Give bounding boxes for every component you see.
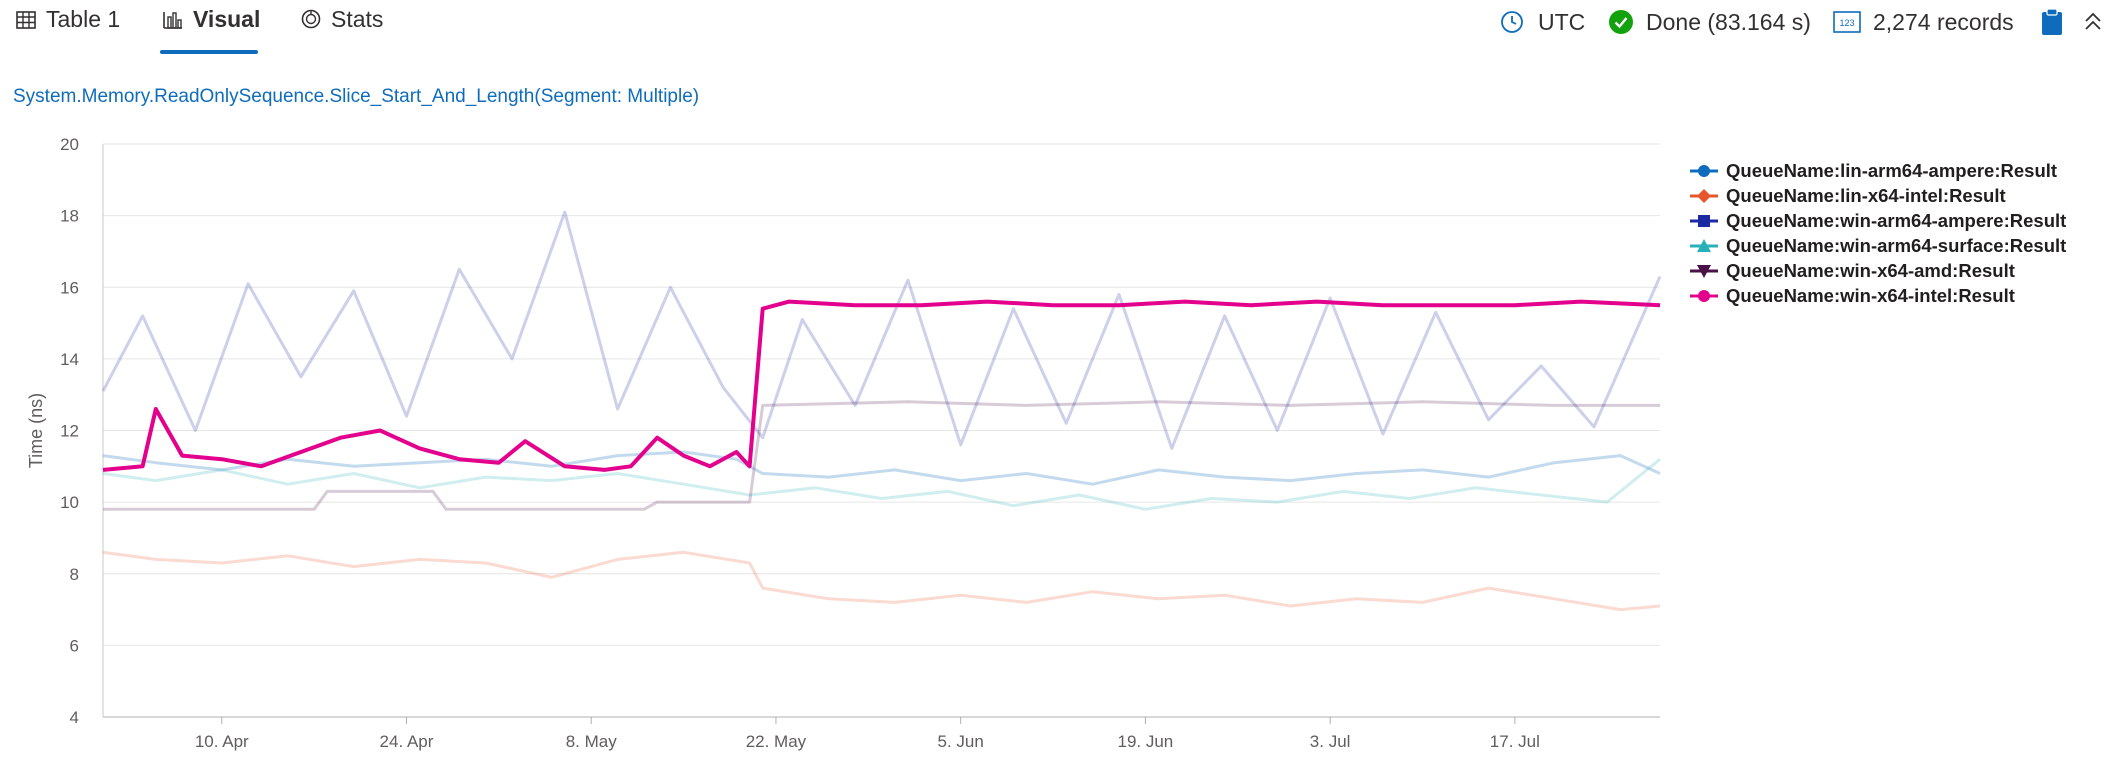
collapse-button[interactable] bbox=[2084, 6, 2102, 38]
tab-label: Table 1 bbox=[46, 6, 121, 32]
y-tick-label: 20 bbox=[60, 135, 79, 154]
svg-text:123: 123 bbox=[1839, 18, 1854, 28]
tab-table-1[interactable]: Table 1 bbox=[16, 0, 120, 56]
stats-icon bbox=[301, 8, 321, 35]
tab-stats[interactable]: Stats bbox=[301, 0, 383, 56]
copy-button[interactable] bbox=[2041, 6, 2063, 38]
chart-title: System.Memory.ReadOnlySequence.Slice_Sta… bbox=[13, 86, 700, 107]
legend-label: QueueName:win-x64-amd:Result bbox=[1726, 259, 2015, 281]
series-line[interactable] bbox=[102, 458, 1661, 511]
chevron-up-icon bbox=[2084, 11, 2102, 33]
legend-label: QueueName:win-arm64-ampere:Result bbox=[1726, 209, 2067, 231]
clipboard-icon bbox=[2041, 8, 2063, 36]
records-label: 2,274 records bbox=[1873, 8, 2014, 35]
legend-item[interactable]: QueueName:lin-arm64-ampere:Result bbox=[1690, 158, 2066, 183]
tab-visual[interactable]: Visual bbox=[163, 0, 260, 56]
records-count-icon: 123 bbox=[1833, 11, 1861, 33]
legend-label: QueueName:win-x64-intel:Result bbox=[1726, 284, 2015, 306]
y-tick-label: 18 bbox=[60, 207, 79, 226]
legend-marker-icon bbox=[1690, 188, 1718, 203]
y-tick-label: 14 bbox=[60, 350, 79, 369]
x-tick-label: 19. Jun bbox=[1118, 732, 1174, 751]
x-tick-label: 17. Jul bbox=[1490, 732, 1540, 751]
y-tick-label: 16 bbox=[60, 278, 79, 297]
legend-item[interactable]: QueueName:win-x64-intel:Result bbox=[1690, 283, 2066, 308]
series-line[interactable] bbox=[102, 550, 1661, 612]
line-chart: 4 6 8 10 12 14 16 18 20 10. Apr 24. Apr 8. May 22. M… bbox=[26, 135, 1662, 751]
series-line[interactable] bbox=[101, 210, 1662, 450]
legend-marker-icon bbox=[1690, 289, 1718, 302]
records-status: 123 2,274 records bbox=[1833, 6, 2014, 38]
results-toolbar: Table 1 Visual Stats UTC Done (83.164 s)… bbox=[0, 0, 2112, 56]
y-tick-label: 8 bbox=[70, 565, 79, 584]
x-tick-label: 8. May bbox=[566, 732, 618, 751]
y-tick-label: 10 bbox=[60, 493, 79, 512]
legend-marker-icon bbox=[1690, 238, 1718, 252]
legend-marker-icon bbox=[1690, 214, 1718, 227]
active-tab-indicator bbox=[160, 50, 258, 54]
y-tick-label: 12 bbox=[60, 422, 79, 441]
legend-item[interactable]: QueueName:win-arm64-ampere:Result bbox=[1690, 208, 2066, 233]
legend-item[interactable]: QueueName:lin-x64-intel:Result bbox=[1690, 183, 2066, 208]
axes: 4 6 8 10 12 14 16 18 20 10. Apr 24. Apr 8. May 22. M… bbox=[26, 135, 1540, 751]
x-tick-label: 5. Jun bbox=[938, 732, 984, 751]
chart-legend: QueueName:lin-arm64-ampere:Result QueueNa… bbox=[1690, 158, 2066, 308]
series-line[interactable] bbox=[103, 400, 1660, 511]
legend-marker-icon bbox=[1690, 164, 1718, 177]
x-tick-label: 3. Jul bbox=[1310, 732, 1351, 751]
x-tick-label: 10. Apr bbox=[195, 732, 249, 751]
check-circle-icon bbox=[1608, 9, 1634, 35]
legend-marker-icon bbox=[1690, 264, 1718, 278]
bar-chart-icon bbox=[163, 8, 183, 35]
series-line[interactable] bbox=[102, 299, 1661, 472]
tab-label: Visual bbox=[193, 6, 261, 32]
clock-icon bbox=[1500, 10, 1524, 34]
y-tick-label: 4 bbox=[70, 708, 79, 727]
table-icon bbox=[16, 8, 36, 35]
series-lines bbox=[101, 210, 1662, 612]
y-axis-label: Time (ns) bbox=[26, 393, 46, 468]
legend-label: QueueName:lin-arm64-ampere:Result bbox=[1726, 159, 2058, 181]
done-label: Done (83.164 s) bbox=[1646, 8, 1811, 35]
legend-item[interactable]: QueueName:win-x64-amd:Result bbox=[1690, 258, 2066, 283]
legend-label: QueueName:lin-x64-intel:Result bbox=[1726, 184, 2006, 206]
legend-label: QueueName:win-arm64-surface:Result bbox=[1726, 234, 2067, 256]
x-tick-label: 24. Apr bbox=[380, 732, 434, 751]
y-tick-label: 6 bbox=[70, 636, 79, 655]
timezone-label: UTC bbox=[1538, 8, 1586, 35]
timezone-status[interactable]: UTC bbox=[1500, 6, 1585, 38]
series-line[interactable] bbox=[102, 450, 1661, 486]
query-status: Done (83.164 s) bbox=[1608, 6, 1811, 38]
x-tick-label: 22. May bbox=[746, 732, 807, 751]
legend-item[interactable]: QueueName:win-arm64-surface:Result bbox=[1690, 233, 2066, 258]
grid-lines bbox=[103, 143, 1660, 718]
tab-label: Stats bbox=[331, 6, 384, 32]
